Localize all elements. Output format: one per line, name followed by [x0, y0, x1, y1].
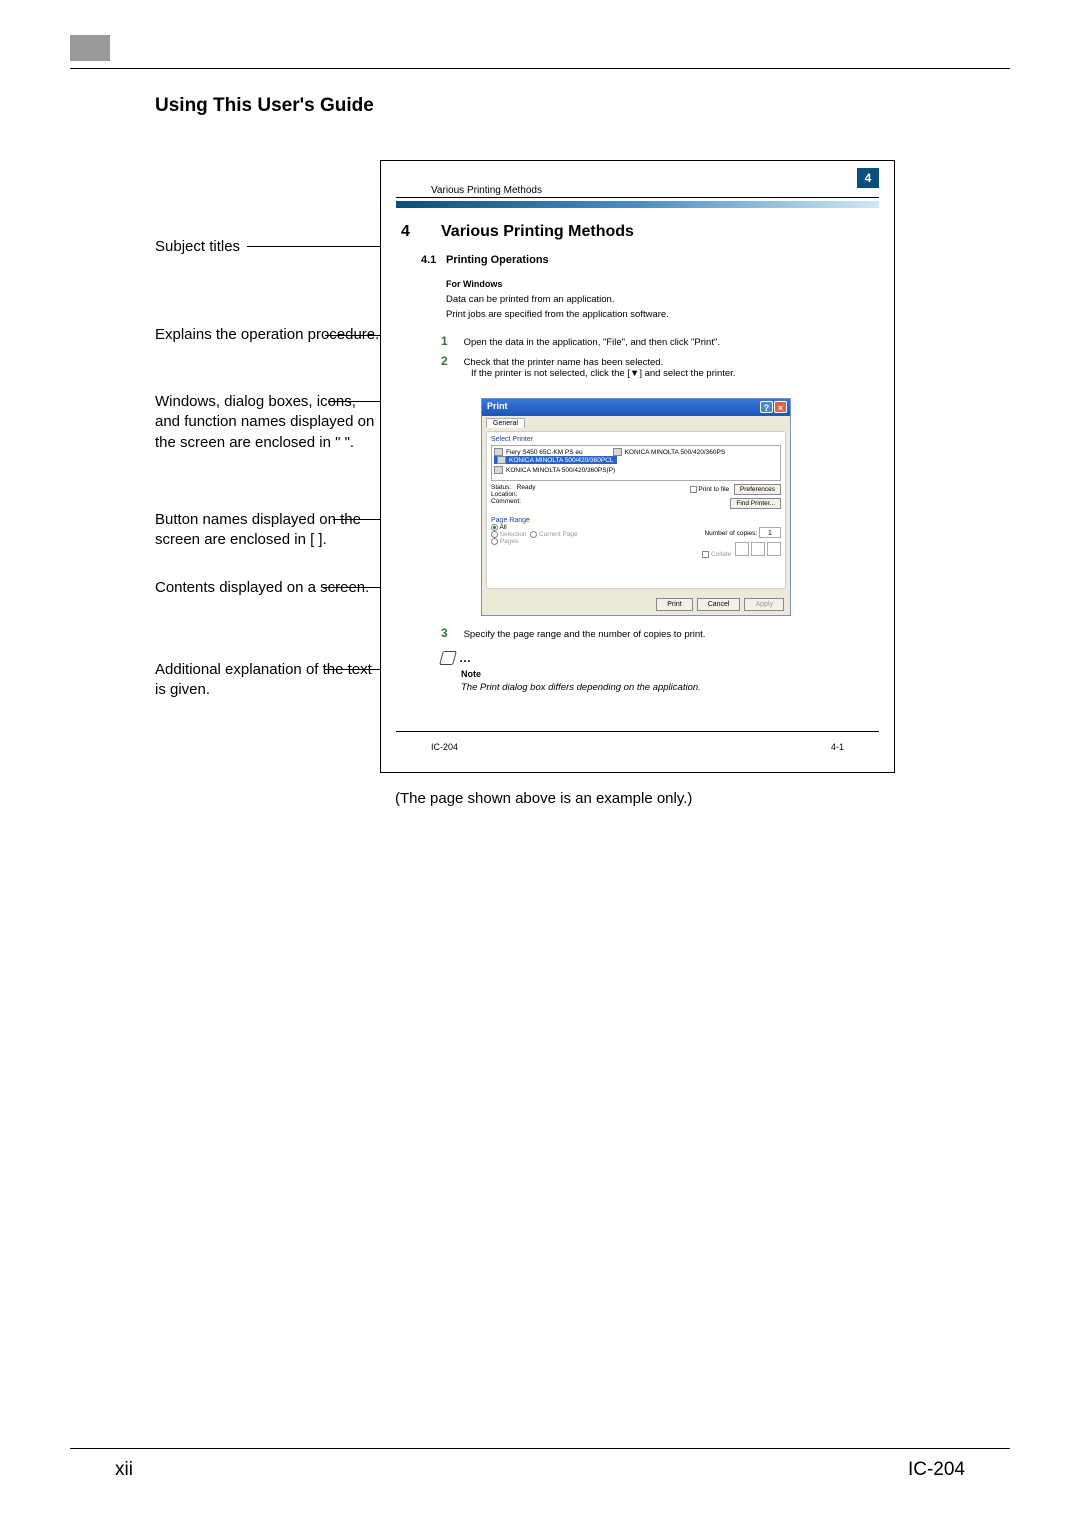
print-dialog-tabs: General [482, 416, 790, 430]
print-dialog: Print ? × General Select Printer Fiery S… [481, 398, 791, 616]
callout-text: Subject titles [155, 238, 240, 255]
find-printer-button[interactable]: Find Printer... [730, 498, 781, 509]
sample-body-1: Data can be printed from an application. [446, 294, 614, 305]
step-text: Open the data in the application, "File"… [464, 337, 720, 348]
titlebar-icons: ? × [760, 401, 787, 413]
collate-label: Collate [711, 551, 731, 558]
radio-current[interactable] [530, 531, 537, 538]
page-number: xii [115, 1459, 133, 1481]
sample-chapter-num: 4 [401, 223, 410, 241]
sample-page: Various Printing Methods 4 4 Various Pri… [380, 160, 895, 773]
sample-os-heading: For Windows [446, 279, 502, 289]
sample-footer-right: 4-1 [831, 742, 844, 752]
status-value: Ready [517, 484, 536, 491]
bottom-rule [70, 1448, 1010, 1449]
select-printer-label: Select Printer [491, 436, 781, 443]
callout-bracket-names: Button names displayed on the screen are… [155, 510, 380, 551]
sample-blue-bar [396, 201, 879, 208]
sample-chapter-title: Various Printing Methods [441, 223, 634, 241]
callout-subject-titles: Subject titles [155, 237, 240, 257]
print-button[interactable]: Print [656, 598, 692, 611]
print-dialog-title: Print [487, 401, 508, 411]
opt-current: Current Page [539, 531, 578, 538]
collate-checkbox[interactable] [702, 551, 709, 558]
sample-step-2b: If the printer is not selected, click th… [471, 368, 735, 379]
step-text: Specify the page range and the number of… [464, 629, 706, 640]
sample-body-2: Print jobs are specified from the applic… [446, 309, 669, 320]
step-number: 1 [441, 334, 453, 348]
top-rule [70, 68, 1010, 69]
printer-name: KONICA MINOLTA 500/420/360PCL [509, 457, 614, 464]
help-icon[interactable]: ? [760, 401, 773, 413]
page-heading: Using This User's Guide [155, 95, 374, 117]
callout-text: Additional explanation of the text is gi… [155, 661, 372, 698]
figure-container: Subject titles Explains the operation pr… [155, 160, 895, 780]
callout-screen-contents: Contents displayed on a screen. [155, 578, 380, 598]
location-label: Location: [491, 491, 636, 498]
collate-icon [767, 542, 781, 556]
opt-selection: Selection [500, 531, 527, 538]
print-dialog-titlebar: Print ? × [482, 399, 790, 416]
note-label: Note [461, 669, 481, 679]
print-dialog-body: Select Printer Fiery S450 65C-KM PS eu K… [486, 431, 786, 589]
printer-name: KONICA MINOLTA 500/420/360PS [625, 449, 726, 456]
printer-list[interactable]: Fiery S450 65C-KM PS eu KONICA MINOLTA 5… [491, 445, 781, 481]
cancel-button[interactable]: Cancel [697, 598, 741, 611]
sample-section-num: 4.1 [421, 254, 436, 266]
sample-chapter-tab: 4 [857, 168, 879, 188]
print-to-file-checkbox[interactable] [690, 486, 697, 493]
printer-icon [494, 466, 503, 474]
sample-step-3: 3 Specify the page range and the number … [441, 626, 705, 640]
collate-icon [735, 542, 749, 556]
step-number: 2 [441, 354, 453, 368]
callouts-column: Subject titles Explains the operation pr… [155, 160, 380, 780]
radio-all[interactable] [491, 524, 498, 531]
printer-item[interactable]: Fiery S450 65C-KM PS eu [494, 448, 583, 456]
print-dialog-footer: Print Cancel Apply [656, 598, 784, 611]
printer-name: KONICA MINOLTA 500/420/360PS(P) [506, 467, 615, 474]
printer-name: Fiery S450 65C-KM PS eu [506, 449, 583, 456]
tab-general[interactable]: General [486, 418, 525, 428]
step-number: 3 [441, 626, 453, 640]
arrow-subject-titles [247, 246, 395, 247]
apply-button[interactable]: Apply [744, 598, 784, 611]
sample-header-rule [396, 197, 879, 198]
comment-label: Comment: [491, 498, 636, 505]
printer-icon [494, 448, 503, 456]
radio-pages[interactable] [491, 538, 498, 545]
status-label: Status: [491, 484, 511, 491]
printer-icon [613, 448, 622, 456]
note-icon [439, 651, 457, 665]
collate-icon [751, 542, 765, 556]
sample-step-2: 2 Check that the printer name has been s… [441, 354, 663, 368]
printer-item-selected[interactable]: KONICA MINOLTA 500/420/360PCL [494, 456, 617, 464]
note-dots: … [459, 651, 471, 665]
sample-footer-rule [396, 731, 879, 732]
printer-item[interactable]: KONICA MINOLTA 500/420/360PS(P) [494, 466, 778, 474]
model-number: IC-204 [908, 1459, 965, 1481]
copies-label: Number of copies: [704, 530, 757, 537]
printer-icon [497, 456, 506, 464]
step-text: Check that the printer name has been sel… [464, 357, 664, 368]
note-text: The Print dialog box differs depending o… [461, 682, 701, 693]
close-icon[interactable]: × [774, 401, 787, 413]
sample-section-title: Printing Operations [446, 254, 549, 266]
print-to-file-label: Print to file [698, 486, 729, 493]
page-side-tab [70, 35, 110, 61]
opt-all: All [499, 524, 506, 531]
copies-spinner[interactable]: 1 [759, 527, 781, 538]
preferences-button[interactable]: Preferences [734, 484, 781, 495]
sample-footer-left: IC-204 [431, 742, 458, 752]
callout-additional-explanation: Additional explanation of the text is gi… [155, 660, 380, 701]
page-range-label: Page Range [491, 517, 636, 524]
opt-pages: Pages [500, 539, 518, 546]
callout-text: Button names displayed on the screen are… [155, 511, 361, 548]
sample-step-1: 1 Open the data in the application, "Fil… [441, 334, 720, 348]
sample-running-head: Various Printing Methods [431, 185, 542, 196]
example-note: (The page shown above is an example only… [395, 790, 692, 807]
radio-selection[interactable] [491, 531, 498, 538]
printer-item[interactable]: KONICA MINOLTA 500/420/360PS [613, 448, 726, 456]
